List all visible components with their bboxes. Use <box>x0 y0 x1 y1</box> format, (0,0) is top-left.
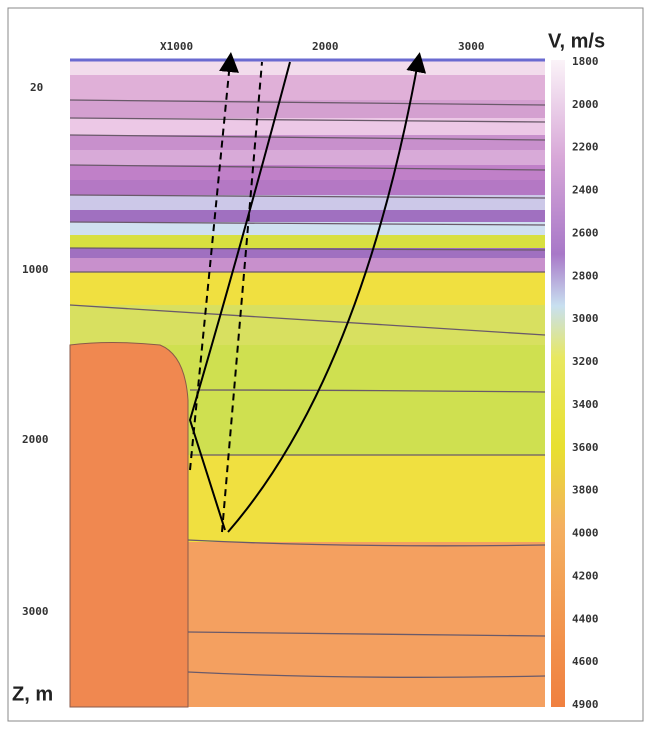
colorbar-tick-label: 3800 <box>572 484 599 497</box>
colorbar-tick-label: 4000 <box>572 527 599 540</box>
colorbar-tick-label: 2000 <box>572 98 599 111</box>
z-tick-label: 20 <box>30 81 43 94</box>
colorbar-tick-label: 3400 <box>572 398 599 411</box>
colorbar-tick-label: 2800 <box>572 269 599 282</box>
colorbar <box>551 60 565 707</box>
x-tick-label: 2000 <box>312 40 339 53</box>
colorbar-tick-label: 1800 <box>572 55 599 68</box>
colorbar-title: V, m/s <box>548 30 605 52</box>
z-tick-label: 2000 <box>22 433 49 446</box>
colorbar-tick-label: 3600 <box>572 441 599 454</box>
colorbar-tick-label: 3000 <box>572 312 599 325</box>
x-tick-label: 3000 <box>458 40 485 53</box>
colorbar-tick-label: 4200 <box>572 569 599 582</box>
colorbar-tick-label: 2600 <box>572 226 599 239</box>
z-tick-label: 3000 <box>22 605 49 618</box>
figure: X1000 2000 3000 20 1000 2000 3000 Z, m V… <box>0 0 651 729</box>
colorbar-tick-label: 4600 <box>572 655 599 668</box>
colorbar-tick-label: 3200 <box>572 355 599 368</box>
colorbar-tick-label: 2200 <box>572 141 599 154</box>
colorbar-tick-label: 4400 <box>572 612 599 625</box>
colorbar-tick-label: 4900 <box>572 698 599 711</box>
x-axis-label: X1000 <box>160 40 193 53</box>
colorbar-tick-label: 2400 <box>572 184 599 197</box>
model <box>70 60 545 707</box>
z-axis-label: Z, m <box>12 683 53 705</box>
colorbar-ticks: 1800 2000 2200 2400 2600 2800 3000 3200 3400 3600… <box>572 55 599 711</box>
z-tick-label: 1000 <box>22 263 49 276</box>
